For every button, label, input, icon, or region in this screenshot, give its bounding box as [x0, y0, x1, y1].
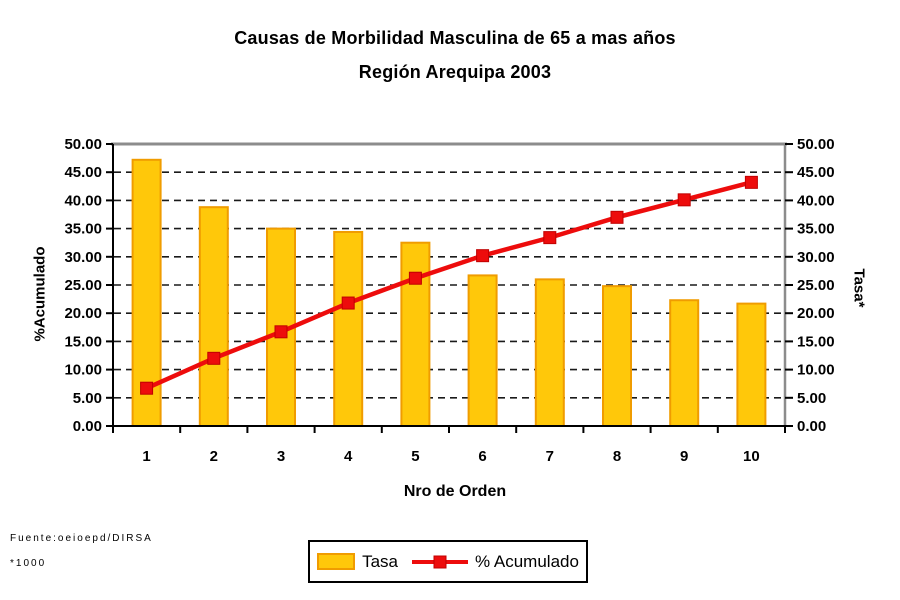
acumulado-marker: [677, 193, 691, 207]
x-axis-category-label: 2: [210, 448, 218, 465]
x-axis-category-label: 4: [344, 448, 353, 465]
x-axis-category-label: 3: [277, 448, 285, 465]
right-axis-tick-label: 40.00: [797, 192, 835, 209]
x-axis-category-label: 7: [546, 448, 554, 465]
left-axis-tick-label: 50.00: [64, 136, 102, 153]
left-axis-title: %Acumulado: [31, 246, 49, 342]
acumulado-marker: [207, 351, 221, 365]
legend-item-acumulado: % Acumulado: [411, 551, 579, 572]
legend: Tasa % Acumulado: [308, 540, 588, 583]
source-note: Fuente:oeioepd/DIRSA: [10, 533, 153, 544]
acumulado-marker: [610, 210, 624, 224]
left-axis-tick-label: 40.00: [64, 192, 102, 209]
bar-tasa: [467, 274, 498, 427]
left-axis-tick-label: 30.00: [64, 249, 102, 266]
chart-title-line2: Región Arequipa 2003: [358, 62, 552, 82]
right-axis-tick-label: 35.00: [797, 221, 835, 238]
acumulado-marker: [341, 296, 355, 310]
left-axis-tick-label: 20.00: [64, 305, 102, 322]
legend-line-swatch-icon: [411, 555, 468, 568]
bar-tasa: [534, 278, 565, 427]
legend-line-marker-icon: [433, 555, 447, 568]
acumulado-marker: [543, 231, 557, 245]
acumulado-line: [145, 180, 752, 391]
bar-tasa: [333, 230, 364, 427]
left-axis-tick-label: 0.00: [73, 418, 102, 435]
right-axis-tick-label: 20.00: [797, 305, 835, 322]
bar-tasa: [669, 299, 700, 427]
right-axis-tick-label: 30.00: [797, 249, 835, 266]
acumulado-marker: [408, 271, 422, 285]
acumulado-marker: [140, 381, 154, 395]
bar-tasa: [198, 206, 229, 427]
chart-title-line1: Causas de Morbilidad Masculina de 65 a m…: [234, 28, 676, 48]
legend-item-tasa: Tasa: [317, 552, 398, 572]
acumulado-marker: [274, 325, 288, 339]
right-axis-tick-label: 5.00: [797, 390, 826, 407]
right-axis-tick-label: 25.00: [797, 277, 835, 294]
x-axis-category-label: 8: [613, 448, 621, 465]
right-axis-title: Tasa*: [850, 268, 868, 308]
right-axis-tick-label: 50.00: [797, 136, 835, 153]
left-axis-tick-label: 45.00: [64, 164, 102, 181]
right-axis-tick-label: 0.00: [797, 418, 826, 435]
right-axis-tick-label: 45.00: [797, 164, 835, 181]
acumulado-marker: [744, 175, 758, 189]
legend-label-tasa: Tasa: [362, 551, 398, 571]
x-axis-title: Nro de Orden: [403, 483, 507, 500]
x-axis-category-label: 5: [411, 448, 419, 465]
left-axis-tick-label: 25.00: [64, 277, 102, 294]
left-axis-tick-label: 35.00: [64, 221, 102, 238]
acumulado-marker: [476, 249, 490, 263]
scale-note: *1000: [10, 558, 47, 569]
x-axis-category-label: 1: [142, 448, 150, 465]
x-axis-category-label: 6: [478, 448, 486, 465]
legend-label-acumulado: % Acumulado: [474, 551, 579, 571]
x-axis-category-label: 10: [743, 448, 760, 465]
left-axis-tick-label: 10.00: [64, 362, 102, 379]
bar-tasa: [400, 241, 431, 427]
legend-bar-swatch-icon: [317, 553, 356, 570]
right-axis-tick-label: 10.00: [797, 362, 835, 379]
right-axis-tick-label: 15.00: [797, 333, 835, 350]
bar-tasa: [602, 285, 632, 427]
x-axis-category-label: 9: [680, 448, 688, 465]
left-axis-tick-label: 15.00: [64, 333, 102, 350]
bar-tasa: [736, 302, 767, 427]
left-axis-tick-label: 5.00: [73, 390, 102, 407]
